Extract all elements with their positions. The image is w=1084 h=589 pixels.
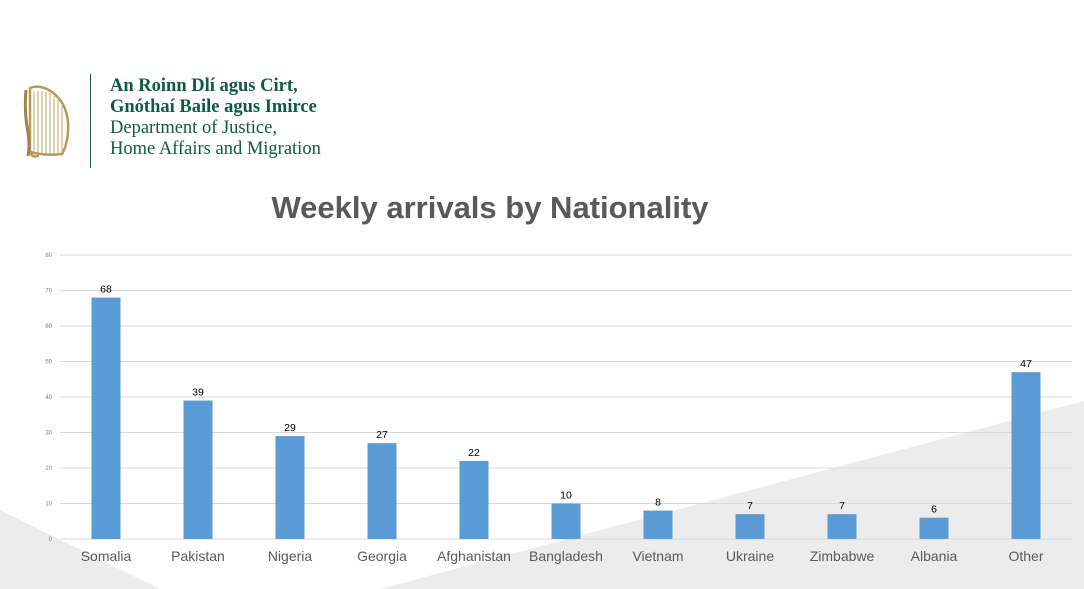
data-label: 22 [468,447,480,459]
y-tick-label: 40 [45,395,52,401]
x-tick-label: Ukraine [726,548,774,564]
x-tick-label: Vietnam [632,548,683,564]
data-label: 7 [839,500,845,512]
data-label: 10 [560,490,572,502]
department-name: An Roinn Dlí agus Cirt, Gnóthaí Baile ag… [110,76,410,160]
y-tick-label: 30 [45,431,52,437]
data-label: 7 [747,500,753,512]
y-tick-label: 20 [45,466,52,472]
irish-name-line-1: An Roinn Dlí agus Cirt, [110,76,298,96]
chart-title: Weekly arrivals by Nationality [271,190,709,225]
harp-icon [23,85,70,158]
x-tick-label: Somalia [81,548,132,564]
y-tick-label: 80 [45,253,52,259]
data-label: 8 [655,497,661,509]
bar [919,517,949,539]
bar [275,436,305,539]
y-tick-label: 70 [45,289,52,295]
y-tick-label: 50 [45,360,52,366]
bar [91,297,121,539]
x-tick-label: Zimbabwe [810,548,875,564]
bar [183,400,213,539]
y-tick-label: 60 [45,324,52,330]
bar [827,514,857,539]
x-tick-label: Nigeria [268,548,313,564]
x-tick-label: Afghanistan [437,548,511,564]
bar [551,503,581,539]
logo-divider [90,74,91,168]
bar [459,460,489,539]
data-label: 29 [284,422,296,434]
bar [367,443,397,539]
data-label: 47 [1020,358,1032,370]
x-tick-label: Pakistan [171,548,225,564]
bar [643,510,673,539]
data-label: 39 [192,387,204,399]
x-tick-label: Other [1008,548,1043,564]
x-tick-label: Bangladesh [529,548,603,564]
bar-chart: 0102030405060708068Somalia39Pakistan29Ni… [45,253,1072,564]
english-name-line-2: Home Affairs and Migration [110,139,321,159]
data-label: 68 [100,284,112,296]
data-label: 27 [376,429,388,441]
x-tick-label: Albania [911,548,958,564]
y-tick-label: 10 [45,502,52,508]
y-tick-label: 0 [49,537,53,543]
irish-name-line-2: Gnóthaí Baile agus Imirce [110,97,317,117]
x-tick-label: Georgia [357,548,407,564]
data-label: 6 [931,504,937,516]
english-name-line-1: Department of Justice, [110,118,277,138]
bar [1011,372,1041,539]
bar [735,514,765,539]
